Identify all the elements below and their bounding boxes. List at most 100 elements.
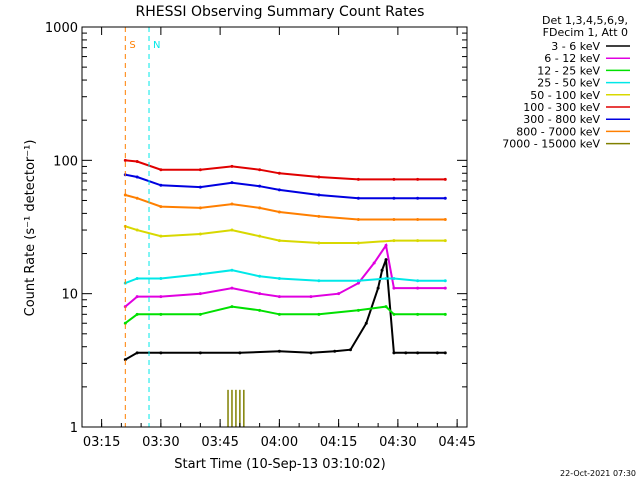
- series-3-point: [230, 268, 234, 272]
- series-7-point: [258, 206, 262, 210]
- legend-label-7: 800 - 7000 keV: [516, 125, 600, 138]
- series-0-point: [392, 351, 396, 355]
- series-5-point: [443, 177, 447, 181]
- series-5-point: [159, 168, 163, 172]
- x-tick-label-6: 04:45: [438, 435, 475, 450]
- series-3-point: [416, 279, 420, 283]
- series-3-point: [135, 276, 139, 280]
- series-4-point: [198, 232, 202, 236]
- series-layer: [123, 158, 447, 427]
- series-1-point: [258, 292, 262, 296]
- x-tick-label-2: 03:45: [201, 435, 238, 450]
- series-1-point: [443, 286, 447, 290]
- series-2-point: [277, 312, 281, 316]
- series-line-5: [125, 159, 446, 181]
- series-6-point: [198, 185, 202, 189]
- legend-label-2: 12 - 25 keV: [537, 64, 600, 77]
- legend-label-0: 3 - 6 keV: [551, 40, 600, 53]
- x-tick-label-4: 04:15: [320, 435, 357, 450]
- series-6-point: [277, 188, 281, 192]
- series-1-point: [309, 295, 313, 299]
- y-tick-label-2: 100: [53, 154, 78, 169]
- y-tick-label-1: 10: [61, 288, 78, 303]
- series-0-point: [309, 351, 313, 355]
- series-2-point: [198, 312, 202, 316]
- series-7-point: [356, 217, 360, 221]
- series-2-point: [123, 321, 127, 325]
- series-3-point: [392, 276, 396, 280]
- series-0-point: [333, 349, 337, 353]
- y-axis-label: Count Rate (s⁻¹ detector⁻¹): [23, 140, 38, 317]
- series-0-point: [443, 351, 447, 355]
- series-1-point: [198, 292, 202, 296]
- series-5-point: [135, 160, 139, 164]
- legend-label-1: 6 - 12 keV: [544, 52, 600, 65]
- x-tick-label-1: 03:30: [142, 435, 179, 450]
- series-3-point: [384, 276, 388, 280]
- series-3-point: [258, 274, 262, 278]
- series-7-point: [416, 217, 420, 221]
- legend-label-5: 100 - 300 keV: [523, 101, 600, 114]
- series-4-point: [317, 241, 321, 245]
- series-6-point: [356, 196, 360, 200]
- series-0-point: [416, 351, 420, 355]
- series-7-point: [159, 205, 163, 209]
- series-0-point: [348, 348, 352, 352]
- series-3-point: [198, 272, 202, 276]
- series-5-point: [230, 164, 234, 168]
- series-0-point: [380, 268, 384, 272]
- series-5-point: [198, 168, 202, 172]
- series-0-point: [159, 351, 163, 355]
- series-0-point: [404, 351, 408, 355]
- series-5-point: [277, 171, 281, 175]
- series-0-point: [238, 351, 242, 355]
- series-2-point: [230, 305, 234, 309]
- chart-title: RHESSI Observing Summary Count Rates: [136, 4, 425, 20]
- legend-header-0: Det 1,3,4,5,6,9,: [542, 14, 628, 27]
- legend: Det 1,3,4,5,6,9,FDecim 1, Att 03 - 6 keV…: [502, 14, 630, 151]
- series-3-point: [317, 279, 321, 283]
- legend-header-1: FDecim 1, Att 0: [543, 26, 628, 39]
- series-2-point: [317, 312, 321, 316]
- series-0-point: [135, 351, 139, 355]
- series-0-point: [198, 351, 202, 355]
- series-7-point: [198, 206, 202, 210]
- series-7-point: [443, 217, 447, 221]
- series-2-point: [384, 305, 388, 309]
- legend-label-3: 25 - 50 keV: [537, 77, 600, 90]
- x-tick-label-5: 04:30: [379, 435, 416, 450]
- series-6-point: [258, 184, 262, 188]
- axis-layer: 03:15 03:30 03:45 04:00 04:15 04:30 04:45 1 10 10…: [45, 21, 476, 450]
- series-6-point: [416, 196, 420, 200]
- series-line-0: [124, 259, 446, 361]
- series-5-point: [258, 168, 262, 172]
- series-4-point: [135, 228, 139, 232]
- series-5-point: [392, 177, 396, 181]
- series-2-point: [356, 308, 360, 312]
- series-line-7: [125, 194, 446, 221]
- series-1-point: [384, 243, 388, 247]
- series-1-point: [277, 295, 281, 299]
- series-6-point: [317, 193, 321, 197]
- series-4-point: [277, 239, 281, 243]
- series-6-point: [159, 183, 163, 187]
- x-tick-label-3: 04:00: [261, 435, 298, 450]
- y-tick-label-3: 1000: [45, 21, 78, 36]
- series-7-point: [230, 202, 234, 206]
- series-0-point: [277, 349, 281, 353]
- series-7-point: [135, 196, 139, 200]
- series-4-point: [443, 239, 447, 243]
- series-0-point: [376, 286, 380, 290]
- series-5-point: [416, 177, 420, 181]
- annotation-label-0: S: [129, 40, 135, 51]
- series-0-point: [364, 321, 368, 325]
- series-1-point: [356, 281, 360, 285]
- x-tick-label-0: 03:15: [83, 435, 120, 450]
- legend-label-6: 300 - 800 keV: [523, 113, 600, 126]
- series-0-point: [435, 351, 439, 355]
- series-0-point: [123, 358, 127, 362]
- series-6-point: [392, 196, 396, 200]
